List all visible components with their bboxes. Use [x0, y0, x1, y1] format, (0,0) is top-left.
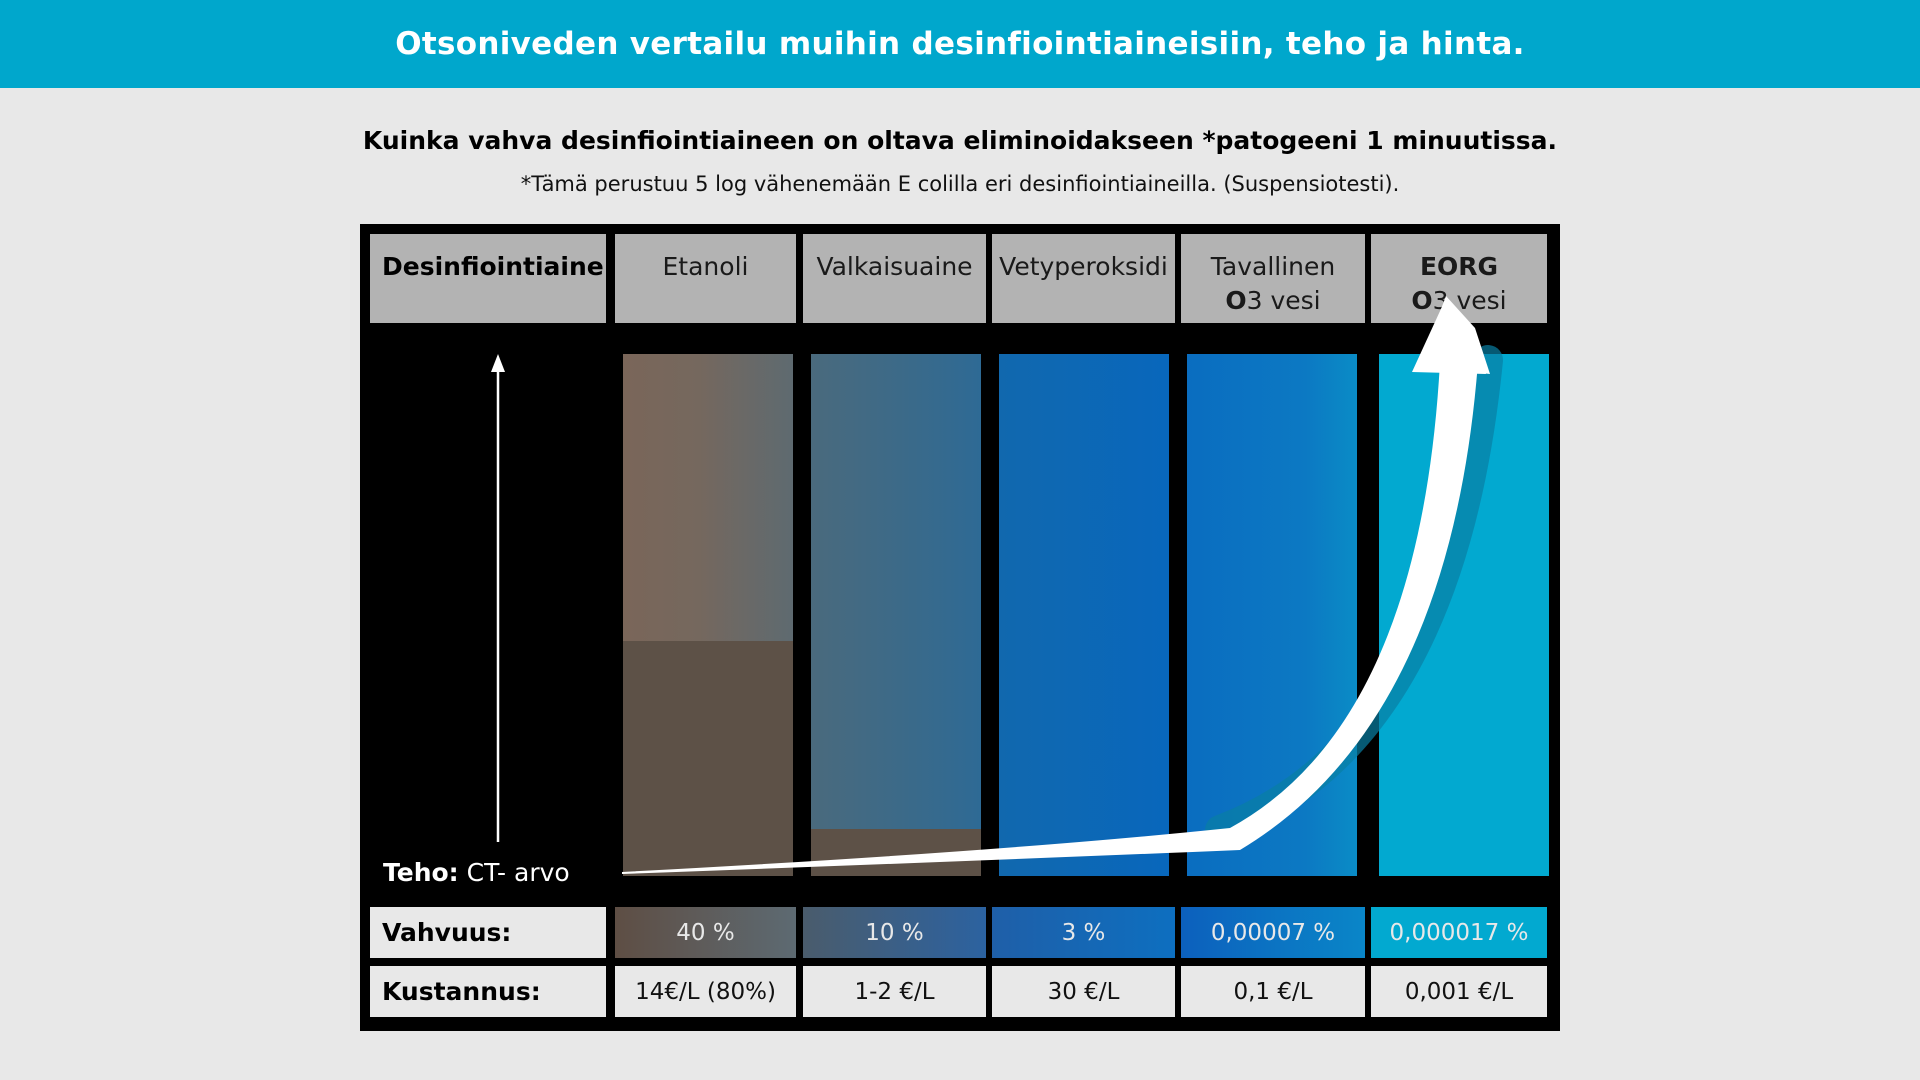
header-label: Desinfiointiaine:	[370, 234, 614, 323]
column-ethanol	[623, 354, 793, 876]
potency-axis-label-bold: Teho:	[383, 858, 459, 887]
header-eorg-o-bold: O	[1411, 286, 1433, 315]
banner-title: Otsoniveden vertailu muihin desinfiointi…	[395, 26, 1525, 62]
header-regular-name2: 3 vesi	[1246, 286, 1321, 315]
strength-ethanol: 40 %	[615, 907, 796, 958]
cost-bleach: 1-2 €/L	[803, 966, 986, 1017]
header-label-text: Desinfiointiaine:	[382, 252, 614, 281]
cost-eorg-ozone: 0,001 €/L	[1371, 966, 1547, 1017]
strength-eorg-ozone: 0,000017 %	[1371, 907, 1547, 958]
header-regular-ozone: Tavallinen O3 vesi	[1181, 234, 1365, 323]
cost-regular-ozone: 0,1 €/L	[1181, 966, 1365, 1017]
title-banner: Otsoniveden vertailu muihin desinfiointi…	[0, 0, 1920, 88]
column-bleach	[811, 354, 981, 876]
cost-row-label-text: Kustannus:	[382, 977, 541, 1006]
column-peroxide	[999, 354, 1169, 876]
header-eorg-bold: EORG	[1419, 252, 1499, 281]
strength-bleach: 10 %	[803, 907, 986, 958]
strength-row-label-text: Vahvuus:	[382, 918, 512, 947]
curved-arrow-icon	[622, 296, 1503, 874]
strength-regular-ozone: 0,00007 %	[1181, 907, 1365, 958]
header-peroxide-name: Vetyperoksidi	[999, 252, 1168, 281]
header-regular-o-bold: O	[1225, 286, 1247, 315]
header-bleach: Valkaisuaine	[803, 234, 986, 323]
comparison-table: Desinfiointiaine: Etanoli Valkaisuaine V…	[360, 224, 1560, 1031]
header-ethanol-name: Etanoli	[662, 252, 749, 281]
header-bleach-name: Valkaisuaine	[816, 252, 973, 281]
header-peroxide: Vetyperoksidi	[992, 234, 1175, 323]
footnote: *Tämä perustuu 5 log vähenemään E colill…	[520, 172, 1400, 196]
header-eorg-ozone: EORG O3 vesi	[1371, 234, 1547, 323]
potency-axis-arrow-icon	[491, 354, 505, 842]
cost-peroxide: 30 €/L	[992, 966, 1175, 1017]
header-ethanol: Etanoli	[615, 234, 796, 323]
cost-ethanol: 14€/L (80%)	[615, 966, 796, 1017]
strength-row-label: Vahvuus:	[370, 907, 606, 958]
ethanol-level	[623, 641, 793, 876]
potency-axis-label: Teho: CT- arvo	[383, 858, 570, 887]
strength-peroxide: 3 %	[992, 907, 1175, 958]
potency-axis-label-text: CT- arvo	[458, 858, 570, 887]
cost-row-label: Kustannus:	[370, 966, 606, 1017]
headline: Kuinka vahva desinfiointiaineen on oltav…	[362, 126, 1558, 155]
header-regular-name: Tavallinen	[1210, 252, 1336, 281]
